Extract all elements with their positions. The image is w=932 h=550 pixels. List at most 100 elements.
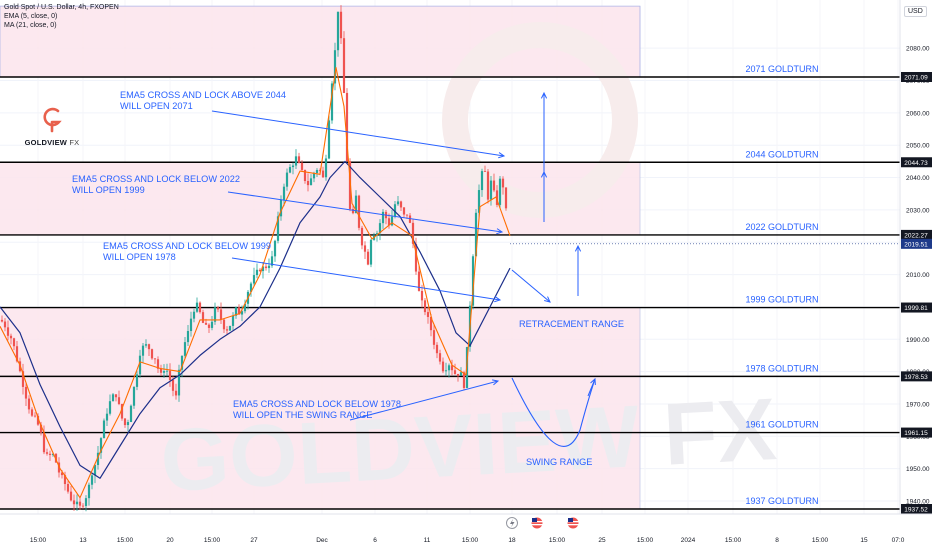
price-tag-label: 1978.53	[904, 374, 928, 381]
candle-body	[138, 355, 142, 375]
lightning-icon[interactable]	[506, 517, 518, 529]
x-tick-label: 15:00	[725, 537, 742, 544]
x-tick-label: 15:00	[30, 537, 47, 544]
x-tick-label: 2024	[681, 537, 696, 544]
candle-body	[378, 223, 382, 234]
price-axis-panel[interactable]	[900, 0, 932, 550]
y-tick-label: 2050.00	[906, 143, 930, 150]
symbol-title[interactable]: Gold Spot / U.S. Dollar, 4h, FXOPEN	[4, 4, 119, 11]
candle-body	[144, 344, 148, 346]
candle-body	[363, 245, 367, 252]
candle-body	[186, 331, 190, 343]
candle-body	[33, 415, 37, 417]
candle-body	[75, 501, 79, 505]
x-tick-label: 8	[775, 537, 779, 544]
candle-body	[462, 372, 466, 388]
candle-body	[408, 215, 412, 223]
candle-body	[84, 498, 88, 506]
candle-body	[306, 180, 310, 186]
price-tag	[901, 72, 932, 82]
arrow-1978	[349, 380, 499, 421]
arrow-2022-head	[496, 228, 504, 235]
x-tick-label: 27	[250, 537, 258, 544]
x-tick-label: 15:00	[204, 537, 221, 544]
event-markers[interactable]	[506, 517, 579, 529]
candle-body	[63, 475, 67, 485]
candle-body	[171, 379, 175, 391]
ema5-line	[0, 67, 511, 499]
candle-body	[444, 370, 448, 372]
price-tag	[901, 504, 932, 514]
y-tick-label: 2010.00	[906, 272, 930, 279]
candle-body	[9, 335, 13, 339]
candle-body	[387, 218, 391, 226]
swing-curve	[511, 377, 596, 447]
brand-logo: GOLDVIEW FX	[22, 103, 82, 147]
us-flag-icon[interactable]	[531, 517, 543, 529]
candle-body	[399, 201, 403, 208]
candle-body	[165, 370, 169, 372]
candle-body	[324, 158, 328, 178]
level-label: 2044 GOLDTURN	[745, 149, 818, 159]
candle-body	[78, 501, 82, 506]
candle-body	[231, 315, 235, 326]
candle-body	[99, 438, 103, 453]
candle-body	[273, 240, 277, 257]
x-tick-label: 15:00	[462, 537, 479, 544]
level-label: 1937 GOLDTURN	[745, 496, 818, 506]
candle-body	[42, 432, 46, 453]
candle-body	[69, 491, 73, 501]
candle-body	[126, 422, 130, 426]
candle-body	[192, 311, 196, 319]
arrow-retrace-head	[544, 296, 551, 303]
candle-body	[27, 398, 31, 410]
candle-body	[495, 190, 499, 205]
x-tick-label: 20	[166, 537, 174, 544]
candle-body	[90, 475, 94, 485]
candle-body	[141, 345, 145, 356]
currency-label[interactable]: USD	[904, 6, 927, 17]
x-tick-label: 15:00	[117, 537, 134, 544]
candle-body	[156, 359, 160, 369]
candle-body	[162, 371, 166, 373]
watermark-logo-icon	[442, 22, 638, 218]
candle-body	[276, 216, 280, 241]
ma-legend[interactable]: MA (21, close, 0)	[4, 22, 57, 29]
annotation-1999-line: EMA5 CROSS AND LOCK BELOW 1999	[103, 241, 271, 251]
candle-body	[123, 418, 127, 426]
candle-body	[420, 290, 424, 301]
candle-body	[204, 322, 208, 325]
y-tick-label: 1950.00	[906, 466, 930, 473]
candle-body	[54, 453, 58, 463]
candle-body	[360, 227, 364, 246]
time-axis[interactable]: 15:00 13 15:00 20 15:00 27 Dec 6 11 15:00 18 15:00 2…	[0, 513, 932, 544]
candle-body	[135, 374, 139, 387]
ma21-line	[0, 160, 511, 479]
candle-body	[180, 355, 184, 370]
price-axis[interactable]: 1940.001950.001960.001970.001980.001990.…	[899, 0, 932, 550]
candle-body	[225, 329, 229, 331]
candle-body	[498, 178, 502, 205]
candle-body	[297, 156, 301, 163]
candle-body	[414, 243, 418, 272]
candle-body	[207, 324, 211, 328]
candle-body	[153, 358, 157, 360]
candle-body	[390, 216, 394, 226]
current-price-tag[interactable]	[901, 238, 932, 249]
candle-body	[396, 201, 400, 205]
ema-legend[interactable]: EMA (5, close, 0)	[4, 13, 58, 20]
candle-body	[345, 92, 349, 162]
candle-body	[183, 342, 187, 356]
annotation-2022-line: EMA5 CROSS AND LOCK BELOW 2022	[72, 174, 240, 184]
x-tick-label: 11	[424, 537, 431, 544]
candle-body	[147, 344, 151, 350]
level-label: 1999 GOLDTURN	[745, 295, 818, 305]
candle-body	[438, 353, 442, 362]
candle-body	[480, 171, 484, 191]
us-flag-icon[interactable]	[567, 517, 579, 529]
candle-body	[504, 187, 508, 209]
candle-body	[441, 361, 445, 372]
y-tick-label: 2030.00	[906, 207, 930, 214]
